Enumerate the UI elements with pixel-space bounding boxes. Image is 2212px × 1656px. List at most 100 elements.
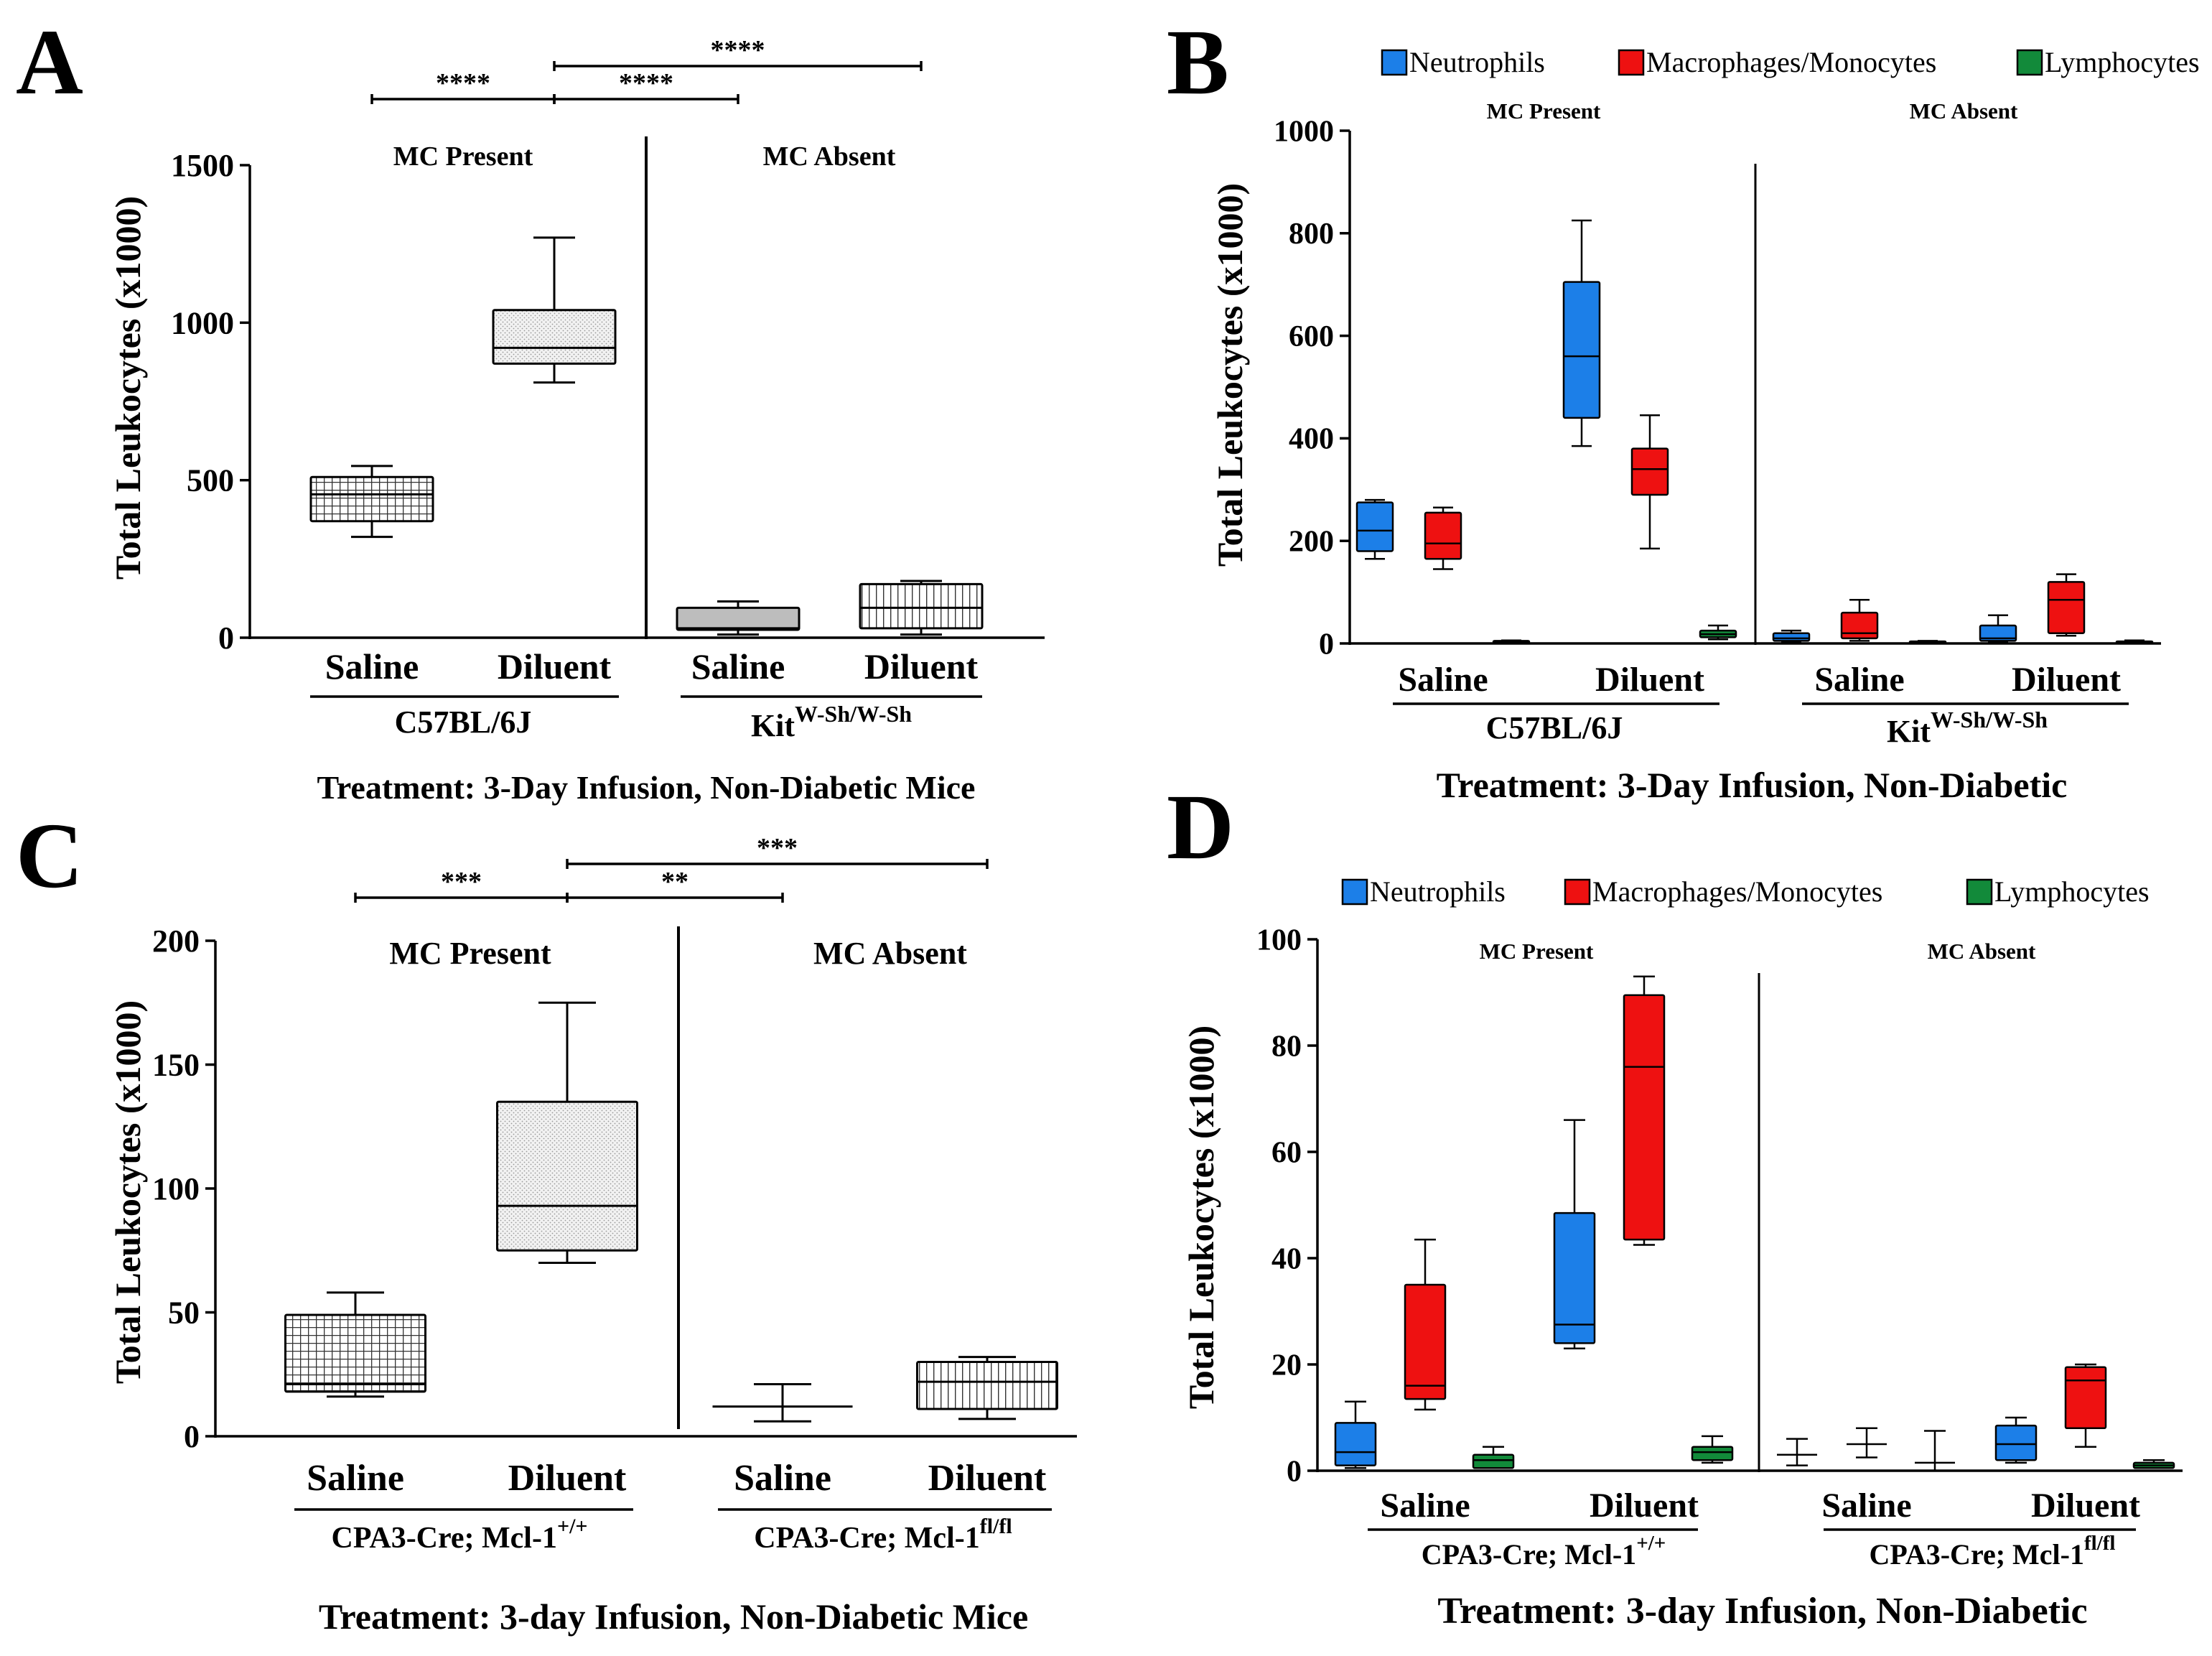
box-plots <box>1355 219 2154 644</box>
strain-label-left: CPA3-Cre; Mcl-1+/+ <box>1422 1532 1666 1571</box>
region-label-right: MC Absent <box>763 141 896 172</box>
x-tick-label: Saline <box>734 1458 831 1499</box>
box <box>1404 1283 1447 1400</box>
y-tick-label: 1000 <box>1274 115 1334 148</box>
y-tick-label: 200 <box>1289 525 1334 558</box>
box <box>1355 501 1394 552</box>
box <box>1334 1422 1377 1466</box>
x-tick-label: Diluent <box>1595 661 1704 699</box>
box <box>916 1361 1058 1410</box>
legend-swatch <box>1966 878 1993 906</box>
y-ticks: 0 500 1000 1500 <box>171 148 250 656</box>
legend: Neutrophils Macrophages/Monocytes Lymphocy… <box>1381 46 2200 78</box>
box <box>2047 581 2086 634</box>
strain-label-left: C57BL/6J <box>1486 710 1623 745</box>
x-tick-label: Diluent <box>1590 1487 1699 1525</box>
box <box>492 309 617 365</box>
legend-label: Lymphocytes <box>2045 46 2200 78</box>
y-tick-label: 0 <box>1319 628 1334 661</box>
y-tick-label: 40 <box>1271 1242 1302 1275</box>
legend-label: Neutrophils <box>1370 875 1506 908</box>
y-tick-label: 200 <box>152 924 200 959</box>
region-label-left: MC Present <box>1487 98 1601 124</box>
y-tick-label: 0 <box>184 1419 200 1454</box>
box <box>1630 447 1669 496</box>
box <box>1623 994 1666 1241</box>
panel-d: D Neutrophils Macrophages/Monocytes Lympho… <box>1167 776 2183 1632</box>
box <box>1424 511 1462 560</box>
x-tick-label: Diluent <box>928 1458 1047 1499</box>
legend-swatch <box>1341 878 1368 906</box>
legend-swatch <box>1381 49 1408 76</box>
y-tick-label: 600 <box>1289 320 1334 353</box>
strain-label-right: CPA3-Cre; Mcl-1fl/fl <box>1870 1532 2116 1571</box>
legend-label: Neutrophils <box>1409 46 1545 78</box>
strain-label-left: C57BL/6J <box>395 704 532 740</box>
panel-c: C Total Leukocytes (x1000) MC Present MC… <box>16 804 1077 1637</box>
box-plots <box>1334 975 2175 1472</box>
region-label-left: MC Present <box>393 141 533 172</box>
significance-label: **** <box>711 35 765 65</box>
x-tick-label: Saline <box>325 646 419 687</box>
panel-letter: D <box>1167 776 1234 879</box>
legend-swatch <box>2016 49 2043 76</box>
y-axis-label: Total Leukocytes (x1000) <box>1181 1025 1221 1409</box>
panel-a: A Total Leukocytes (x1000) MC Present MC… <box>16 11 1045 806</box>
box-plots <box>309 236 984 636</box>
significance-label: *** <box>441 867 482 897</box>
legend-swatch <box>1618 49 1645 76</box>
significance-label: **** <box>619 68 673 98</box>
box <box>1562 281 1601 419</box>
y-ticks: 0 50 100 150 200 <box>152 924 215 1454</box>
legend-label: Macrophages/Monocytes <box>1646 46 1936 78</box>
legend-label: Macrophages/Monocytes <box>1592 875 1882 908</box>
y-tick-label: 500 <box>187 463 234 498</box>
region-label-right: MC Absent <box>1928 939 2036 964</box>
box <box>1772 632 1811 642</box>
box-plots <box>284 1001 1058 1423</box>
box <box>2064 1366 2107 1430</box>
y-axis-label: Total Leukocytes (x1000) <box>108 1000 148 1384</box>
legend: Neutrophils Macrophages/Monocytes Lymphocy… <box>1341 875 2150 908</box>
y-tick-label: 100 <box>152 1171 200 1206</box>
significance-label: ** <box>661 867 689 897</box>
panel-b: B Neutrophils Macrophages/Monocytes Lympho… <box>1167 11 2200 805</box>
treatment-label: Treatment: 3-day Infusion, Non-Diabetic … <box>319 1596 1028 1637</box>
y-tick-label: 80 <box>1271 1030 1302 1063</box>
y-ticks: 0 200 400 600 800 1000 <box>1274 115 1350 661</box>
significance-bars: *** ***** <box>354 833 989 903</box>
box <box>309 475 434 523</box>
strain-label-right: KitW-Sh/W-Sh <box>1887 707 2048 749</box>
box <box>1691 1446 1734 1461</box>
strain-label-right: KitW-Sh/W-Sh <box>751 701 912 743</box>
x-tick-label: Saline <box>307 1458 404 1499</box>
y-tick-label: 800 <box>1289 218 1334 251</box>
y-axis-label: Total Leukocytes (x1000) <box>1210 183 1250 567</box>
y-tick-label: 150 <box>152 1047 200 1082</box>
x-tick-label: Diluent <box>2012 661 2121 699</box>
box <box>1553 1211 1596 1344</box>
treatment-label: Treatment: 3-Day Infusion, Non-Diabetic <box>1437 765 2068 805</box>
x-tick-label: Saline <box>691 646 785 687</box>
strain-label-left: CPA3-Cre; Mcl-1+/+ <box>332 1515 588 1555</box>
box <box>1979 624 2017 642</box>
significance-label: *** <box>757 833 798 863</box>
y-ticks: 0 20 40 60 80 100 <box>1256 924 1317 1488</box>
x-tick-label: Diluent <box>498 646 612 687</box>
legend-label: Lymphocytes <box>1994 875 2150 908</box>
significance-bars: **** **** **** <box>370 35 923 104</box>
y-tick-label: 400 <box>1289 423 1334 456</box>
treatment-label: Treatment: 3-day Infusion, Non-Diabetic <box>1437 1591 2087 1632</box>
legend-swatch <box>1564 878 1591 906</box>
region-label-right: MC Absent <box>1910 98 2018 124</box>
y-tick-label: 0 <box>1287 1455 1302 1488</box>
y-tick-label: 1500 <box>171 148 234 183</box>
panel-letter: C <box>16 804 83 908</box>
treatment-label: Treatment: 3-Day Infusion, Non-Diabetic … <box>317 769 976 806</box>
panel-letter: B <box>1167 11 1229 114</box>
y-tick-label: 0 <box>218 620 234 656</box>
strain-label-right: CPA3-Cre; Mcl-1fl/fl <box>754 1515 1012 1555</box>
x-tick-label: Diluent <box>864 646 979 687</box>
x-tick-label: Saline <box>1821 1487 1911 1525</box>
